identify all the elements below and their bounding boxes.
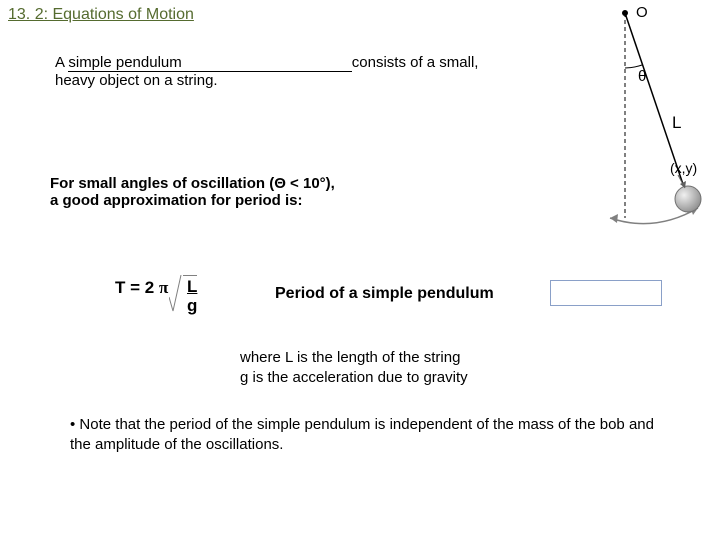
blank-box [550, 280, 662, 306]
intro-paragraph: A simple pendulum consists of a small, h… [55, 54, 575, 89]
period-label: Period of a simple pendulum [275, 285, 494, 303]
swing-arrow-left [610, 214, 618, 223]
note-paragraph: • Note that the period of the simple pen… [70, 415, 670, 456]
where-1: where L is the length of the string [240, 349, 460, 366]
blank-term: simple pendulum [68, 54, 181, 72]
intro-a: A [55, 54, 68, 71]
formula-lhs: T = 2 [115, 278, 159, 297]
intro-c: heavy object on a string. [55, 72, 218, 89]
angle-label: θ [638, 68, 646, 85]
fraction-den: g [187, 296, 197, 315]
approx-paragraph: For small angles of oscillation (Θ < 10°… [50, 175, 335, 209]
approx-b: a good approximation for period is: [50, 192, 303, 209]
pivot-point [622, 10, 628, 16]
where-block: where L is the length of the string g is… [240, 348, 468, 387]
intro-b: consists of a small, [352, 54, 479, 71]
period-formula: T = 2 π L g [115, 278, 197, 315]
approx-a: For small angles of oscillation (Θ < 10°… [50, 175, 335, 192]
pivot-label: O [636, 4, 648, 21]
pi-symbol: π [159, 278, 168, 297]
length-label: L [672, 113, 681, 132]
radical-icon [169, 275, 183, 313]
coord-label: (x,y) [670, 160, 697, 176]
sqrt-wrap: L g [173, 278, 197, 315]
fraction-num: L [187, 277, 197, 296]
bob-icon [675, 186, 701, 212]
pendulum-diagram: O θ L (x,y) [540, 3, 710, 238]
where-2: g is the acceleration due to gravity [240, 369, 468, 386]
